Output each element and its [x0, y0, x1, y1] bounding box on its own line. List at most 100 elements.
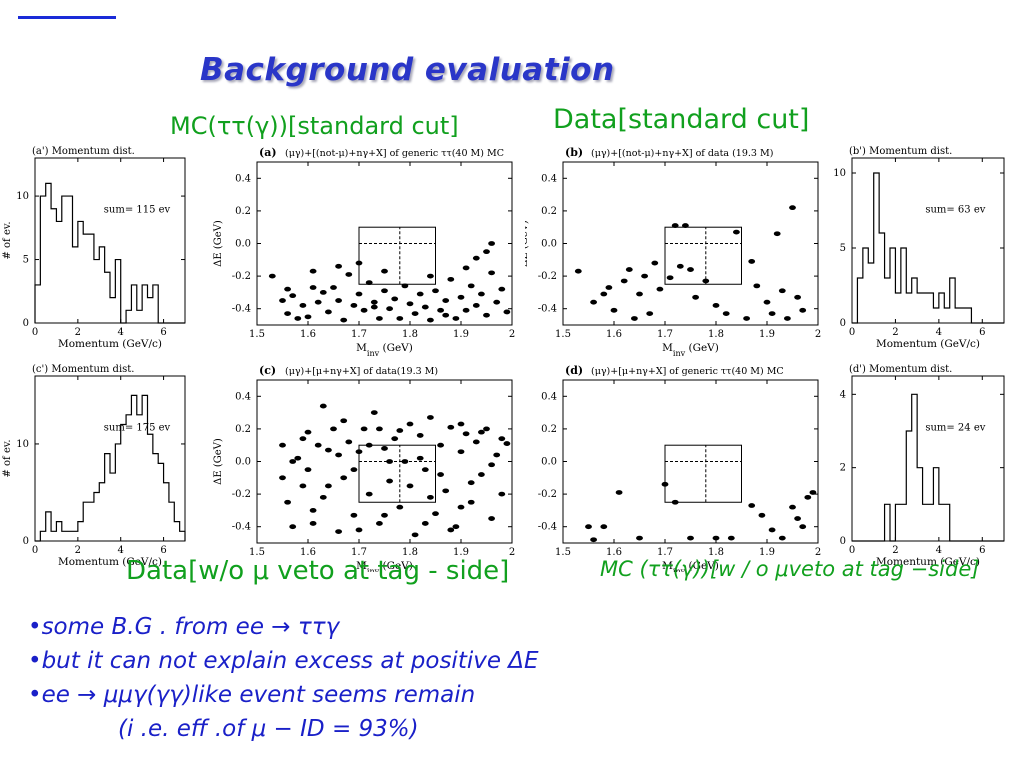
scatter-point — [381, 446, 388, 451]
scatter-point — [743, 316, 750, 321]
chart-c: 1.5 1.6 1.7 1.8 1.9 2 -0.4 -0.2 0.0 0.2 0.4 Minv (G… — [213, 364, 515, 572]
scatter-point — [804, 494, 812, 500]
x-tick-label: 0 — [32, 545, 38, 556]
scatter-point — [442, 312, 450, 318]
scatter-point — [294, 455, 302, 461]
chart-tag: (a') Momentum dist. — [32, 146, 135, 157]
scatter-point — [427, 415, 434, 420]
scatter-point — [809, 490, 817, 495]
y-tick-label: 0.2 — [235, 206, 251, 217]
scatter-point — [467, 283, 475, 289]
chart-title: (μγ)+[(not-μ)+nγ+X] of data (19.3 M) — [591, 148, 773, 159]
scatter-point — [406, 301, 414, 307]
x-tick-label: 1.5 — [555, 329, 571, 340]
scatter-point — [319, 290, 327, 295]
x-tick-label: 2 — [75, 545, 81, 556]
scatter-point — [472, 255, 480, 261]
chart-tag: (d') Momentum dist. — [849, 364, 952, 375]
scatter-point — [406, 421, 414, 427]
scatter-point — [472, 303, 480, 308]
scatter-point — [350, 512, 358, 518]
scatter-point — [284, 286, 291, 292]
sum-annotation: sum= 24 ev — [925, 422, 985, 433]
x-tick-label: 1.5 — [249, 547, 265, 558]
scatter-point — [421, 467, 429, 473]
chart-tag: (a) — [259, 146, 277, 159]
y-tick-label: 0.4 — [235, 391, 251, 402]
scatter-point — [498, 491, 506, 497]
scatter-point — [294, 316, 302, 321]
scatter-point — [789, 205, 796, 211]
slide-title: Background evaluation — [200, 52, 615, 88]
scatter-point — [493, 452, 501, 458]
y-tick-label: 10 — [833, 168, 846, 179]
y-axis-label: ΔE (GeV) — [213, 438, 224, 485]
scatter-point — [478, 291, 485, 297]
scatter-point — [457, 294, 465, 300]
scatter-point — [421, 304, 429, 310]
x-tick-label: 0 — [849, 545, 855, 556]
y-tick-label: -0.2 — [538, 271, 557, 282]
scatter-point — [391, 436, 399, 442]
scatter-point — [396, 428, 404, 433]
scatter-point — [340, 475, 348, 481]
scatter-point — [345, 439, 353, 445]
scatter-point — [340, 418, 348, 424]
scatter-point — [763, 299, 771, 305]
x-tick-label: 6 — [979, 545, 985, 556]
scatter-point — [574, 268, 582, 274]
signal-box — [358, 444, 436, 503]
x-tick-label: 1.7 — [657, 329, 673, 340]
x-tick-label: 4 — [936, 545, 942, 556]
x-tick-label: 1.8 — [708, 329, 724, 340]
chart-title: (μγ)+[(not-μ)+nγ+X] of generic ττ(40 M) … — [285, 148, 504, 159]
scatter-point — [319, 494, 327, 500]
label-data-without-mu-veto: Data[w/o μ veto at tag - side] — [126, 556, 510, 586]
scatter-point — [503, 441, 511, 446]
scatter-point — [457, 421, 465, 427]
x-axis-label: Momentum (GeV/c) — [876, 556, 980, 568]
histogram-steps — [852, 393, 1004, 542]
scatter-point — [503, 309, 511, 315]
scatter-point — [712, 303, 720, 308]
y-tick-label: 0.2 — [541, 206, 557, 217]
y-tick-label: 0.0 — [235, 239, 251, 250]
scatter-point — [432, 288, 439, 294]
y-tick-label: 0.4 — [541, 173, 557, 184]
x-tick-label: 1.6 — [300, 329, 316, 340]
scatter-point — [605, 285, 613, 290]
x-tick-label: 1.5 — [249, 329, 265, 340]
scatter-point — [355, 527, 363, 533]
scatter-point — [396, 316, 404, 321]
chart-a: 1.5 1.6 1.7 1.8 1.9 2 -0.4 -0.2 0.0 0.2 0.4 Minv (G… — [213, 146, 515, 358]
y-tick-label: -0.4 — [538, 522, 557, 533]
x-tick-label: 1.7 — [657, 547, 673, 558]
scatter-point — [309, 521, 317, 526]
scatter-point — [748, 259, 756, 264]
scatter-point — [447, 527, 455, 533]
scatter-point — [289, 524, 297, 530]
scatter-point — [671, 499, 679, 505]
x-tick-label: 1.7 — [351, 547, 367, 558]
histogram-steps — [852, 172, 1004, 324]
scatter-point — [309, 268, 317, 274]
y-tick-label: 0.0 — [235, 457, 251, 468]
scatter-point — [386, 459, 393, 464]
y-tick-label: 0.0 — [541, 457, 557, 468]
scatter-point — [498, 286, 506, 292]
x-axis-label: Minv (GeV) — [356, 342, 413, 358]
scatter-point — [376, 426, 383, 432]
scatter-point — [319, 403, 327, 409]
y-axis-label: # of ev. — [2, 221, 13, 259]
y-tick-label: -0.4 — [538, 304, 557, 315]
scatter-point — [355, 260, 363, 266]
scatter-point — [799, 524, 807, 530]
y-tick-label: 0.0 — [541, 239, 557, 250]
y-tick-label: -0.2 — [232, 271, 251, 282]
y-tick-label: 0 — [23, 536, 29, 547]
x-tick-label: 1.8 — [708, 547, 724, 558]
x-tick-label: 1.9 — [453, 329, 469, 340]
scatter-point — [437, 442, 444, 448]
scatter-point — [350, 303, 358, 308]
scatter-point — [442, 298, 450, 303]
